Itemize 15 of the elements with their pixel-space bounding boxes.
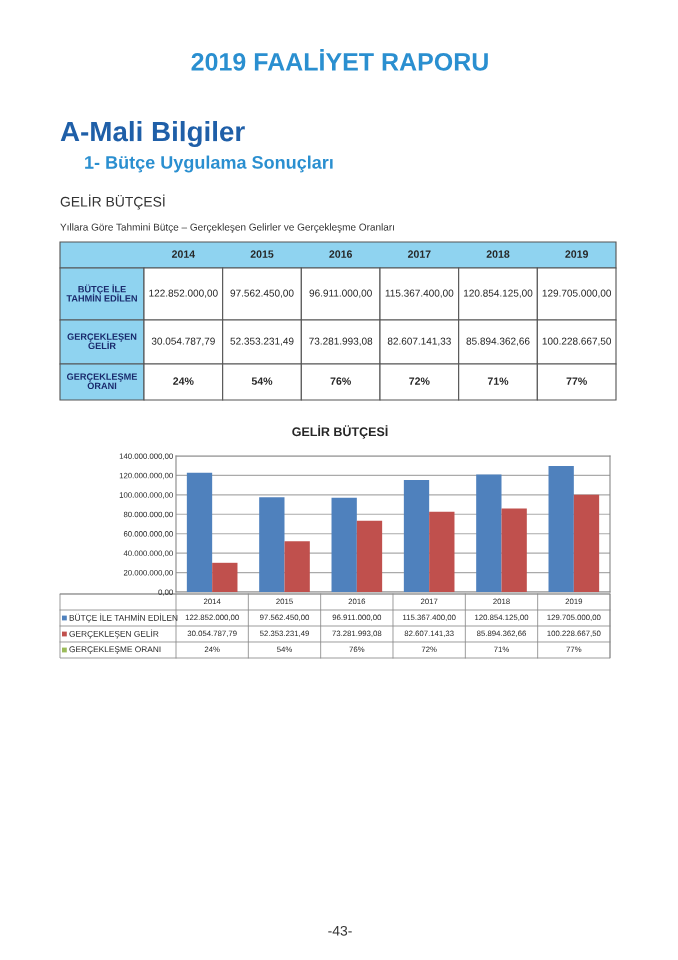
- bar: [284, 541, 310, 592]
- bar: [403, 479, 430, 592]
- bar: [259, 497, 285, 592]
- bar: [548, 466, 574, 592]
- bar: [573, 494, 600, 592]
- bar: [186, 472, 213, 592]
- bar: [212, 562, 238, 592]
- bar: [331, 497, 357, 592]
- bar: [501, 508, 527, 592]
- bar: [429, 511, 455, 592]
- text: 1- Bütçe Uygulama Sonuçları: [85, 155, 333, 173]
- bar: [356, 520, 383, 592]
- text: A-Mali Bilgiler: [60, 120, 245, 148]
- bar: [476, 474, 502, 592]
- text: 2019 FAALİYET RAPORU: [191, 49, 488, 71]
